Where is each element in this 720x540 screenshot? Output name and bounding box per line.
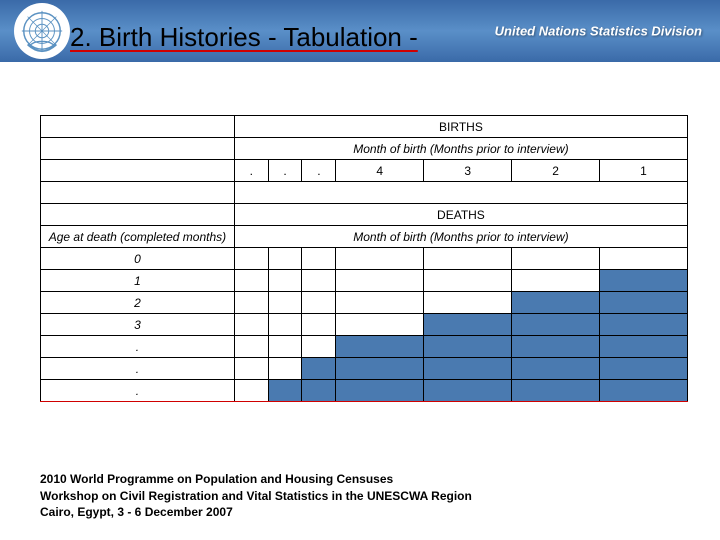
empty-cell: [234, 248, 268, 270]
col-num: 2: [512, 160, 600, 182]
table-row: 0: [41, 248, 688, 270]
shaded-cell: [424, 358, 512, 380]
blank-cell: [234, 182, 687, 204]
births-header-row: BIRTHS: [41, 116, 688, 138]
table-row: 3: [41, 314, 688, 336]
tabulation-table: BIRTHS Month of birth (Months prior to i…: [40, 115, 688, 402]
shaded-cell: [512, 380, 600, 402]
empty-cell: [600, 248, 688, 270]
empty-cell: [336, 292, 424, 314]
empty-cell: [302, 336, 336, 358]
empty-cell: [424, 292, 512, 314]
shaded-cell: [600, 336, 688, 358]
empty-cell: [234, 314, 268, 336]
empty-cell: [234, 358, 268, 380]
age-cell: 1: [41, 270, 235, 292]
shaded-cell: [600, 314, 688, 336]
shaded-cell: [600, 292, 688, 314]
empty-cell: [336, 314, 424, 336]
empty-cell: [336, 270, 424, 292]
shaded-cell: [512, 336, 600, 358]
table-row: 2: [41, 292, 688, 314]
empty-cell: [234, 380, 268, 402]
shaded-cell: [424, 336, 512, 358]
shaded-cell: [512, 292, 600, 314]
empty-cell: [424, 270, 512, 292]
empty-cell: [424, 248, 512, 270]
age-cell: .: [41, 358, 235, 380]
col-dot: .: [268, 160, 302, 182]
spacer-row: [41, 182, 688, 204]
blank-cell: [41, 204, 235, 226]
col-num: 3: [424, 160, 512, 182]
un-logo: [14, 3, 70, 59]
deaths-subheader-row: Age at death (completed months) Month of…: [41, 226, 688, 248]
empty-cell: [268, 292, 302, 314]
empty-cell: [268, 314, 302, 336]
empty-cell: [268, 358, 302, 380]
births-subheader: Month of birth (Months prior to intervie…: [234, 138, 687, 160]
un-emblem-icon: [18, 7, 66, 55]
empty-cell: [268, 270, 302, 292]
empty-cell: [234, 292, 268, 314]
empty-cell: [268, 248, 302, 270]
col-nums-row: . . . 4 3 2 1: [41, 160, 688, 182]
shaded-cell: [600, 358, 688, 380]
table-row: .: [41, 358, 688, 380]
footer-line2: Workshop on Civil Registration and Vital…: [40, 488, 700, 504]
age-cell: 0: [41, 248, 235, 270]
tabulation-table-wrap: BIRTHS Month of birth (Months prior to i…: [40, 115, 688, 402]
slide-title: 2. Birth Histories - Tabulation -: [70, 20, 418, 55]
footer-text: 2010 World Programme on Population and H…: [40, 471, 700, 520]
col-num: 1: [600, 160, 688, 182]
deaths-subheader: Month of birth (Months prior to intervie…: [234, 226, 687, 248]
deaths-header-row: DEATHS: [41, 204, 688, 226]
births-subheader-row: Month of birth (Months prior to intervie…: [41, 138, 688, 160]
shaded-cell: [336, 380, 424, 402]
empty-cell: [512, 270, 600, 292]
empty-cell: [512, 248, 600, 270]
footer-line1: 2010 World Programme on Population and H…: [40, 471, 700, 487]
shaded-cell: [302, 358, 336, 380]
table-row: .: [41, 380, 688, 402]
shaded-cell: [424, 314, 512, 336]
empty-cell: [302, 248, 336, 270]
footer-line3: Cairo, Egypt, 3 - 6 December 2007: [40, 504, 700, 520]
empty-cell: [268, 336, 302, 358]
deaths-label: DEATHS: [234, 204, 687, 226]
table-row: .: [41, 336, 688, 358]
shaded-cell: [600, 380, 688, 402]
table-row: 1: [41, 270, 688, 292]
col-dot: .: [302, 160, 336, 182]
shaded-cell: [336, 336, 424, 358]
shaded-cell: [512, 314, 600, 336]
shaded-cell: [424, 380, 512, 402]
shaded-cell: [512, 358, 600, 380]
shaded-cell: [336, 358, 424, 380]
shaded-cell: [268, 380, 302, 402]
age-cell: 2: [41, 292, 235, 314]
empty-cell: [302, 314, 336, 336]
births-label: BIRTHS: [234, 116, 687, 138]
blank-cell: [41, 116, 235, 138]
blank-cell: [41, 160, 235, 182]
blank-cell: [41, 182, 235, 204]
org-name: United Nations Statistics Division: [495, 24, 702, 39]
shaded-cell: [600, 270, 688, 292]
empty-cell: [302, 292, 336, 314]
age-cell: 3: [41, 314, 235, 336]
blank-cell: [41, 138, 235, 160]
age-cell: .: [41, 380, 235, 402]
empty-cell: [336, 248, 424, 270]
col-dot: .: [234, 160, 268, 182]
empty-cell: [302, 270, 336, 292]
col-num: 4: [336, 160, 424, 182]
shaded-cell: [302, 380, 336, 402]
empty-cell: [234, 336, 268, 358]
age-cell: .: [41, 336, 235, 358]
empty-cell: [234, 270, 268, 292]
age-at-death-header: Age at death (completed months): [41, 226, 235, 248]
